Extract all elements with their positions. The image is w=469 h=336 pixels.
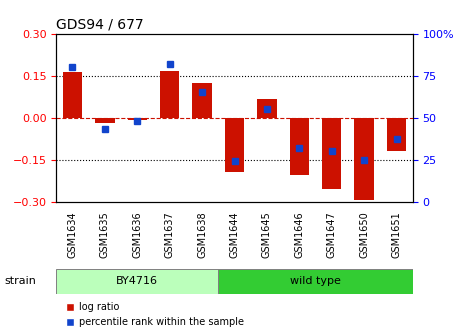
Text: BY4716: BY4716 [116,277,159,286]
Bar [192,83,212,118]
Bar [63,72,82,118]
Bar [218,269,413,294]
Text: strain: strain [5,276,37,286]
Bar [257,99,277,118]
Bar [128,118,147,120]
Text: wild type: wild type [290,277,341,286]
Bar [56,269,218,294]
Bar [225,118,244,172]
Bar [95,118,114,123]
Bar [355,118,374,200]
Legend: log ratio, percentile rank within the sample: log ratio, percentile rank within the sa… [61,298,248,331]
Bar [387,118,406,151]
Bar [322,118,341,189]
Bar [289,118,309,175]
Text: GDS94 / 677: GDS94 / 677 [56,17,144,31]
Bar [160,71,180,118]
